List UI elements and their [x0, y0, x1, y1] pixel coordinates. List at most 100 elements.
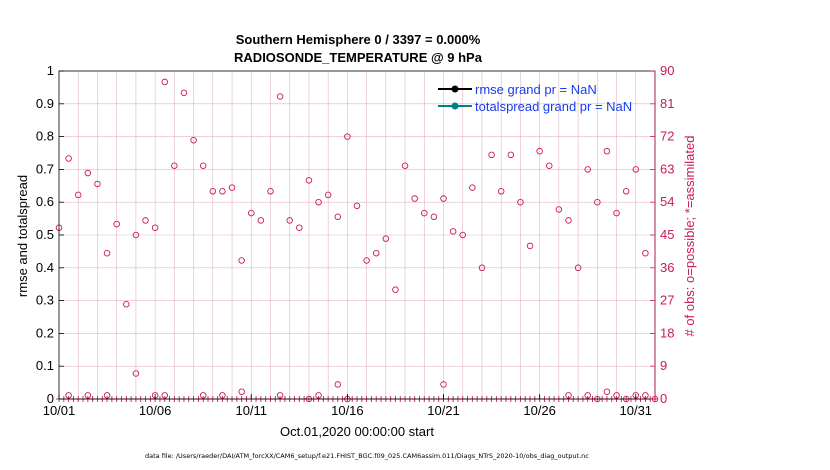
obs-possible-marker [440, 381, 447, 388]
x-tick-label: 10/16 [331, 403, 364, 418]
legend-rmse-marker [451, 85, 459, 93]
obs-possible-marker [248, 209, 255, 217]
x-tick-label: 10/26 [523, 403, 556, 418]
obs-possible-marker [219, 188, 226, 195]
legend-totalspread-marker [451, 102, 459, 110]
y-tick-label: 1 [47, 63, 54, 78]
obs-possible-marker [421, 209, 428, 217]
obs-possible-marker [497, 188, 505, 195]
obs-possible-marker [574, 264, 582, 272]
obs-possible-marker [257, 217, 265, 224]
obs-possible-marker [613, 209, 620, 217]
obs-possible-marker [199, 162, 207, 170]
obs-possible-marker [94, 180, 101, 188]
y-tick-label: 0.6 [36, 194, 54, 209]
obs-possible-marker [603, 147, 611, 155]
obs-possible-marker [411, 195, 418, 202]
obs-possible-marker [632, 166, 640, 173]
obs-possible-marker [180, 89, 188, 97]
obs-possible-marker [507, 151, 515, 159]
legend: rmse grand pr = NaN totalspread grand pr… [438, 82, 632, 114]
y2-tick-label: 90 [660, 63, 674, 78]
y-tick-label: 0.3 [36, 293, 54, 308]
y-tick-label: 0.5 [36, 227, 54, 242]
obs-possible-marker [74, 191, 82, 199]
x-axis-label: Oct.01,2020 00:00:00 start [280, 424, 434, 439]
obs-possible-marker [65, 155, 72, 162]
obs-possible-marker [555, 206, 563, 213]
obs-possible-marker [459, 231, 466, 239]
obs-possible-marker [517, 198, 524, 206]
obs-possible-marker [372, 249, 380, 257]
y-tick-label: 0.7 [36, 161, 54, 176]
obs-possible-marker [142, 217, 149, 224]
grid-lines [59, 71, 655, 399]
obs-possible-marker [546, 162, 553, 170]
obs-possible-marker [132, 370, 140, 377]
y2-tick-label: 36 [660, 260, 674, 275]
obs-possible-marker [622, 188, 630, 195]
obs-possible-marker [161, 78, 168, 86]
y2-axis-label: # of obs: o=possible; *=assimilated [682, 136, 697, 337]
obs-possible-marker [478, 264, 486, 272]
obs-possible-marker [363, 257, 370, 264]
y-tick-label: 0.4 [36, 260, 54, 275]
obs-possible-marker [103, 249, 111, 257]
obs-possible-marker [276, 93, 284, 100]
y2-tick-label: 27 [660, 293, 674, 308]
obs-possible-marker [228, 184, 236, 191]
obs-possible-marker [565, 217, 572, 224]
chart-title: Southern Hemisphere 0 / 3397 = 0.000% [236, 32, 481, 47]
obs-possible-marker [132, 231, 140, 239]
obs-possible-marker [488, 151, 495, 159]
y2-tick-label: 9 [660, 358, 667, 373]
obs-possible-marker [449, 228, 457, 235]
y2-tick-label: 72 [660, 129, 674, 144]
obs-possible-marker [324, 191, 332, 199]
obs-possible-marker [84, 169, 92, 177]
obs-possible-marker [209, 188, 217, 195]
obs-possible-marker [238, 257, 245, 264]
y-tick-label: 0.2 [36, 325, 54, 340]
obs-possible-marker [267, 188, 274, 195]
y-tick-label: 0 [47, 391, 54, 406]
obs-possible-marker [334, 213, 342, 221]
legend-rmse-label: rmse grand pr = NaN [475, 82, 597, 97]
obs-possible-marker [171, 162, 178, 170]
x-tick-label: 10/06 [139, 403, 172, 418]
x-tick-label: 10/21 [427, 403, 460, 418]
obs-possible-marker [469, 184, 476, 191]
obs-possible-marker [392, 286, 399, 293]
y2-tick-label: 81 [660, 96, 674, 111]
y2-tick-label: 18 [660, 325, 674, 340]
y2-tick-label: 63 [660, 161, 674, 176]
y2-tick-label: 54 [660, 194, 674, 209]
obs-possible-marker [238, 388, 245, 395]
data-file-footnote: data file: /Users/raeder/DAI/ATM_forcXX/… [145, 452, 589, 460]
x-tick-label: 10/01 [43, 403, 76, 418]
obs-possible-marker [353, 202, 361, 210]
obs-possible-marker [382, 235, 390, 242]
obs-possible-marker [536, 147, 543, 155]
chart-subtitle: RADIOSONDE_TEMPERATURE @ 9 hPa [234, 50, 483, 65]
obs-possible-marker [430, 213, 438, 221]
obs-possible-marker [286, 217, 293, 224]
y2-tick-label: 45 [660, 227, 674, 242]
y-tick-label: 0.9 [36, 96, 54, 111]
y-tick-label: 0.1 [36, 358, 54, 373]
obs-possible-marker [296, 224, 303, 231]
obs-possible-marker [123, 300, 130, 308]
y2-tick-label: 0 [660, 391, 667, 406]
obs-possible-marker [603, 388, 611, 395]
obs-possible-marker [151, 224, 159, 231]
obs-possible-marker [526, 242, 534, 250]
obs-possible-marker [401, 162, 409, 170]
x-tick-label: 10/11 [235, 403, 267, 418]
obs-possible-marker [305, 177, 313, 184]
axis-ticks: 0 0.1 0.2 0.3 0.4 0.5 0.6 0.7 0.8 0.9 1 0 9 18 27 36 45 5… [36, 63, 675, 418]
obs-possible-marker [594, 198, 601, 206]
x-tick-label: 10/31 [620, 403, 653, 418]
obs-possible-marker [440, 195, 447, 202]
obs-possible-marker [334, 381, 342, 388]
